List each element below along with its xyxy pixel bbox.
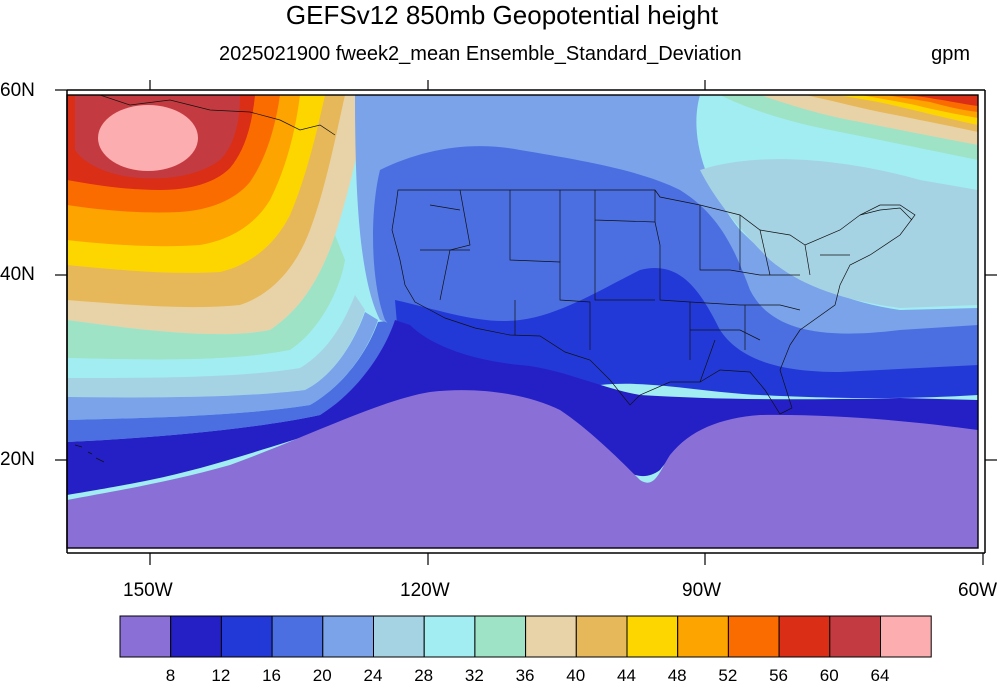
colorbar-swatch bbox=[474, 615, 527, 658]
colorbar-swatch bbox=[880, 615, 932, 658]
lat-label-20n: 20N bbox=[0, 449, 35, 470]
colorbar-label: 48 bbox=[667, 666, 687, 685]
colorbar-label: 16 bbox=[262, 666, 282, 685]
lat-label-40n: 40N bbox=[0, 264, 35, 285]
colorbar-swatch bbox=[423, 615, 476, 658]
colorbar-label: 64 bbox=[870, 666, 890, 685]
colorbar-swatch bbox=[575, 615, 628, 658]
colorbar-swatch bbox=[322, 615, 374, 658]
colorbar-label: 8 bbox=[165, 666, 176, 685]
colorbar-swatch bbox=[271, 615, 324, 658]
colorbar-swatch bbox=[525, 615, 577, 658]
colorbar-swatch bbox=[677, 615, 729, 658]
colorbar-swatch bbox=[727, 615, 780, 658]
axis-ticks bbox=[55, 80, 997, 565]
filled-contours bbox=[67, 95, 978, 548]
units-label: gpm bbox=[931, 43, 970, 65]
colorbar-label: 32 bbox=[464, 666, 484, 685]
colorbar-label: 56 bbox=[769, 666, 789, 685]
lon-label-150w: 150W bbox=[123, 580, 173, 601]
lon-label-60w: 60W bbox=[958, 580, 998, 601]
colorbar-swatch bbox=[220, 615, 273, 658]
colorbar-label: 44 bbox=[617, 666, 636, 685]
map-title: GEFSv12 850mb Geopotential height bbox=[285, 0, 719, 30]
colorbar-label: 12 bbox=[211, 666, 231, 685]
colorbar-label: 20 bbox=[312, 666, 332, 685]
colorbar-label: 36 bbox=[515, 666, 535, 685]
political-boundaries bbox=[74, 95, 916, 463]
colorbar-swatch bbox=[119, 615, 172, 658]
lon-label-90w: 90W bbox=[682, 580, 722, 601]
colorbar-label: 52 bbox=[718, 666, 738, 685]
map-subtitle: 2025021900 fweek2_mean Ensemble_Standard… bbox=[219, 43, 742, 65]
colorbar-label: 28 bbox=[414, 666, 434, 685]
colorbar-label: 40 bbox=[566, 666, 586, 685]
colorbar-swatch bbox=[829, 615, 881, 658]
colorbar-label: 24 bbox=[363, 666, 383, 685]
colorbar-swatch bbox=[373, 615, 425, 658]
colorbar-label: 60 bbox=[819, 666, 839, 685]
colorbar-swatch bbox=[170, 615, 222, 658]
colorbar-swatch bbox=[778, 615, 831, 658]
lat-label-60n: 60N bbox=[0, 80, 35, 101]
lon-label-120w: 120W bbox=[400, 580, 450, 601]
colorbar-swatch bbox=[626, 615, 679, 658]
